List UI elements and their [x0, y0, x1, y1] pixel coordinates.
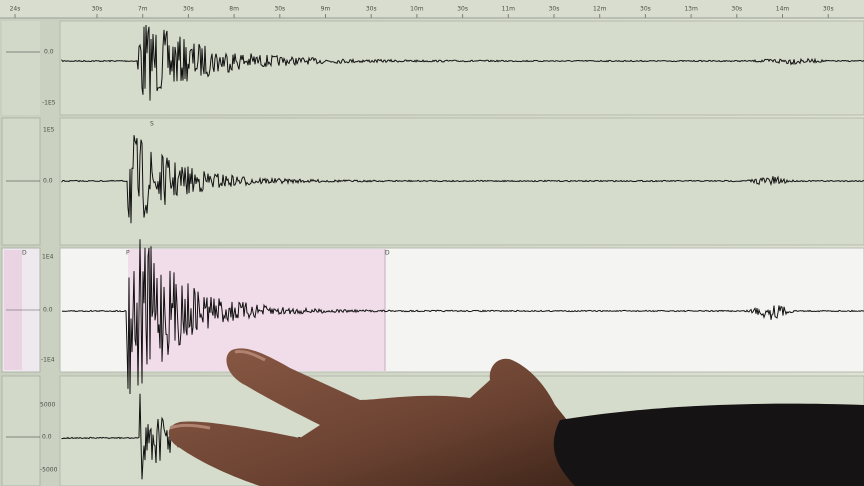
finger-highlight: [234, 350, 266, 362]
time-label: 30s: [366, 6, 377, 13]
time-axis: 24s 30s 7m 30s 8m 30s 9m 30s 10m 30s 11m 30s 12m 30s 1…: [10, 6, 834, 18]
time-label: 30s: [640, 6, 651, 13]
phase-marker: P: [126, 250, 130, 257]
time-label: 14m: [776, 6, 790, 13]
time-label: 30s: [823, 6, 834, 13]
time-label: 13m: [684, 6, 698, 13]
time-label: 8m: [229, 6, 239, 13]
panel-label-box: [1, 375, 41, 486]
time-label: 30s: [549, 6, 560, 13]
scale-label: 0.0: [43, 307, 53, 314]
time-label: 9m: [321, 6, 331, 13]
time-label: 12m: [593, 6, 607, 13]
time-label: 11m: [502, 6, 516, 13]
time-axis-bar: [0, 0, 864, 18]
phase-marker: D: [385, 250, 390, 257]
scale-label: 1E4: [42, 254, 54, 261]
scale-label: 5000: [40, 402, 55, 409]
time-label: 30s: [731, 6, 742, 13]
time-label: 30s: [92, 6, 103, 13]
scale-label: -5000: [40, 467, 58, 474]
panel-plot: [59, 20, 864, 116]
scale-label: 0.0: [44, 49, 54, 56]
time-label: 7m: [138, 6, 148, 13]
scale-label: 0.0: [42, 434, 52, 441]
scale-label: 0.0: [43, 178, 53, 185]
time-label: 30s: [274, 6, 285, 13]
hand: [168, 348, 864, 486]
time-label: 10m: [410, 6, 424, 13]
scale-label: 1E5: [43, 127, 55, 134]
time-label: 30s: [183, 6, 194, 13]
waveform: [61, 239, 864, 395]
phase-marker: S: [150, 121, 154, 128]
waveform: [61, 135, 864, 224]
scale-label: -1E5: [42, 100, 56, 107]
phase-marker: D: [22, 250, 27, 257]
scale-label: -1E4: [41, 357, 55, 364]
time-label: 30s: [457, 6, 468, 13]
hand-shape: [168, 348, 590, 486]
time-label: 24s: [10, 6, 21, 13]
waveform: [61, 24, 864, 101]
finger-highlight: [169, 423, 211, 430]
sleeve: [553, 403, 864, 486]
panel-label-box: [1, 117, 41, 246]
panel-label-box: [2, 21, 40, 115]
panel-1: 0.0 -1E5: [2, 20, 864, 116]
